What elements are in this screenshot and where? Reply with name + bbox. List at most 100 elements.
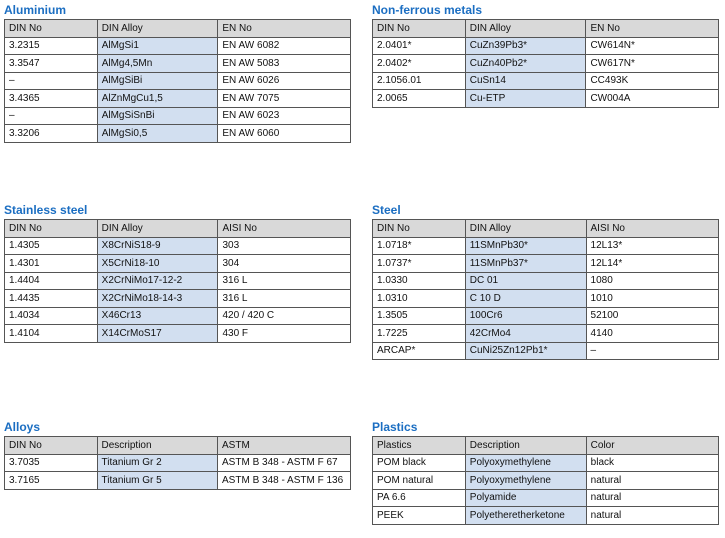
table-cell: 2.0401*: [372, 36, 466, 55]
table-cell: 42CrMo4: [464, 324, 587, 343]
table: DIN No DIN Alloy AISI No 1.4305 X8CrNiS18-9 3…: [4, 219, 351, 343]
table-cell: AlMg4,5Mn: [96, 54, 219, 73]
table-row: 1.4104 X14CrMoS17 430 F: [4, 324, 351, 343]
table-cell: 1.4435: [4, 289, 98, 308]
section: Aluminium DIN No DIN Alloy EN No 3.2315 AlMgS…: [4, 2, 351, 143]
section-title: Non-ferrous metals: [372, 3, 483, 17]
table: DIN No Description ASTM 3.7035 Titanium Gr 2…: [4, 436, 351, 490]
header-cell: ASTM: [217, 436, 351, 455]
table-cell: Polyoxymethylene: [464, 471, 587, 490]
table-cell: 420 / 420 C: [217, 306, 351, 325]
table-row: 2.0402* CuZn40Pb2* CW617N*: [372, 54, 719, 73]
table-cell: EN AW 5083: [217, 54, 351, 73]
table-cell: DC 01: [464, 271, 587, 290]
table-cell: CuZn39Pb3*: [464, 36, 587, 55]
table-cell: AlMgSiBi: [96, 71, 219, 90]
table-cell: 2.0402*: [372, 54, 466, 73]
table-row: 1.7225 42CrMo4 4140: [372, 324, 720, 343]
header-cell: Description: [464, 436, 587, 455]
table-row: 1.4034 X46Cr13 420 / 420 C: [4, 306, 351, 325]
table-cell: 304: [217, 254, 351, 273]
section-title: Aluminium: [4, 3, 66, 17]
header-row: DIN No DIN Alloy EN No: [4, 19, 351, 38]
header-row: DIN No DIN Alloy EN No: [372, 19, 719, 38]
table-cell: ASTM B 348 - ASTM F 136: [217, 471, 351, 490]
table-cell: X5CrNi18-10: [96, 254, 219, 273]
table-cell: 1.0737*: [372, 254, 466, 273]
table-cell: 3.4365: [4, 89, 98, 108]
table-row: 3.7165 Titanium Gr 5 ASTM B 348 - ASTM F 1…: [4, 471, 351, 490]
table-row: 3.3547 AlMg4,5Mn EN AW 5083: [4, 54, 351, 73]
section: Plastics Plastics Description Color POM blac…: [372, 419, 720, 525]
section-title: Steel: [372, 203, 401, 217]
table-row: 3.4365 AlZnMgCu1,5 EN AW 7075: [4, 89, 351, 108]
table-row: ARCAP* CuNi25Zn12Pb1* –: [372, 341, 720, 360]
table-cell: 3.3547: [4, 54, 98, 73]
table-cell: 1.7225: [372, 324, 466, 343]
table-cell: EN AW 6023: [217, 106, 351, 125]
header-cell: EN No: [585, 19, 719, 38]
table-row: 1.4404 X2CrNiMo17-12-2 316 L: [4, 271, 351, 290]
section: Stainless steel DIN No DIN Alloy AISI No 1.4…: [4, 202, 351, 343]
table-cell: natural: [585, 488, 720, 507]
table: Plastics Description Color POM black Polyoxy…: [372, 436, 720, 525]
table-cell: AlMgSi0,5: [96, 124, 219, 143]
table-cell: 12L13*: [585, 236, 720, 255]
table-cell: ARCAP*: [372, 341, 466, 360]
table-cell: natural: [585, 471, 720, 490]
table-cell: 1010: [585, 289, 720, 308]
table-cell: EN AW 6060: [217, 124, 351, 143]
table-cell: 2.0065: [372, 89, 466, 108]
table-cell: X46Cr13: [96, 306, 219, 325]
table-cell: AlZnMgCu1,5: [96, 89, 219, 108]
table-cell: CC493K: [585, 71, 719, 90]
table-cell: 12L14*: [585, 254, 720, 273]
table-row: PA 6.6 Polyamide natural: [372, 488, 720, 507]
header-cell: Description: [96, 436, 219, 455]
table-cell: 3.7165: [4, 471, 98, 490]
table-cell: 1.0310: [372, 289, 466, 308]
table-cell: 1.3505: [372, 306, 466, 325]
table-cell: CW004A: [585, 89, 719, 108]
header-cell: Plastics: [372, 436, 466, 455]
table-row: 1.0330 DC 01 1080: [372, 271, 720, 290]
header-cell: DIN No: [4, 219, 98, 238]
table-row: 3.3206 AlMgSi0,5 EN AW 6060: [4, 124, 351, 143]
header-cell: EN No: [217, 19, 351, 38]
table-cell: 1080: [585, 271, 720, 290]
table-row: 2.0065 Cu-ETP CW004A: [372, 89, 719, 108]
table-row: 2.1056.01 CuSn14 CC493K: [372, 71, 719, 90]
section: Non-ferrous metals DIN No DIN Alloy EN No 2.…: [372, 2, 719, 108]
table-cell: X8CrNiS18-9: [96, 236, 219, 255]
header-cell: DIN Alloy: [464, 219, 587, 238]
table-cell: CW614N*: [585, 36, 719, 55]
table-cell: ASTM B 348 - ASTM F 67: [217, 453, 351, 472]
table-cell: EN AW 6026: [217, 71, 351, 90]
table-cell: EN AW 7075: [217, 89, 351, 108]
table-row: 1.0310 C 10 D 1010: [372, 289, 720, 308]
section-title: Stainless steel: [4, 203, 88, 217]
table-cell: POM black: [372, 453, 466, 472]
table-cell: 316 L: [217, 271, 351, 290]
table-cell: –: [4, 106, 98, 125]
table-row: 1.3505 100Cr6 52100: [372, 306, 720, 325]
table-row: 1.0718* 11SMnPb30* 12L13*: [372, 236, 720, 255]
table-cell: 3.7035: [4, 453, 98, 472]
table-row: 2.0401* CuZn39Pb3* CW614N*: [372, 36, 719, 55]
table-cell: Titanium Gr 2: [96, 453, 219, 472]
table: DIN No DIN Alloy EN No 2.0401* CuZn39Pb3* CW6…: [372, 19, 719, 108]
table-cell: 2.1056.01: [372, 71, 466, 90]
header-cell: AISI No: [217, 219, 351, 238]
table-cell: 11SMnPb37*: [464, 254, 587, 273]
table-cell: 1.4104: [4, 324, 98, 343]
table-cell: black: [585, 453, 720, 472]
header-cell: Color: [585, 436, 720, 455]
table-cell: 1.0330: [372, 271, 466, 290]
table-cell: CuNi25Zn12Pb1*: [464, 341, 587, 360]
header-row: Plastics Description Color: [372, 436, 720, 455]
table-cell: 1.4034: [4, 306, 98, 325]
table-cell: 4140: [585, 324, 720, 343]
table-cell: Polyamide: [464, 488, 587, 507]
table-cell: 1.4305: [4, 236, 98, 255]
